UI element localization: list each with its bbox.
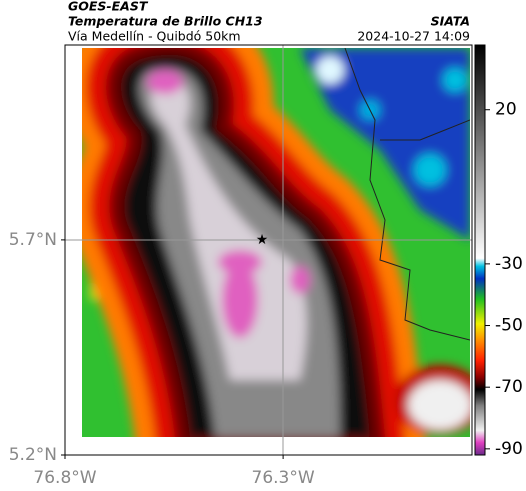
map-frame (64, 44, 473, 456)
colorbar-tick-label: -90 (495, 439, 523, 459)
y-tick-label: 5.2°N (9, 445, 57, 465)
location-marker: ★ (256, 232, 269, 248)
subtitle: Temperatura de Brillo CH13 (68, 14, 263, 29)
colorbar-tick-label: -30 (495, 254, 523, 274)
colorbar-tick-label: -50 (495, 316, 523, 336)
x-tick-label: 76.8°W (33, 468, 96, 488)
y-tick-label: 5.7°N (9, 230, 57, 250)
x-tick-label: 76.3°W (252, 468, 315, 488)
colorbar-tick-label: -70 (495, 377, 523, 397)
title: GOES-EAST (68, 0, 149, 14)
route: Vía Medellín - Quibdó 50km (68, 29, 241, 44)
colorbar (474, 44, 486, 456)
colorbar-tick-label: 20 (495, 100, 517, 120)
datetime: 2024-10-27 14:09 (357, 29, 470, 44)
source: SIATA (431, 14, 470, 29)
